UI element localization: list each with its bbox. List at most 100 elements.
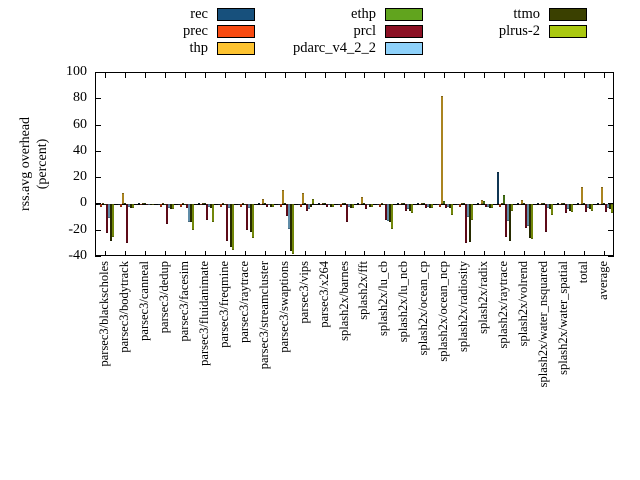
bar-ethp	[483, 201, 485, 204]
bar-ttmo	[429, 204, 431, 208]
x-tick-label: splash2x/radix	[476, 261, 490, 334]
x-tick-label: total	[576, 261, 590, 284]
bar-plrus-2	[252, 204, 254, 238]
bar-pdarc_v4_2_2	[607, 204, 609, 208]
bar-rec	[577, 203, 579, 204]
bar-prcl	[266, 204, 268, 207]
bar-prec	[240, 204, 242, 207]
legend-column: rec prec thp	[60, 6, 255, 57]
bar-pdarc_v4_2_2	[328, 204, 330, 205]
x-tick-mark	[245, 73, 246, 78]
x-tick-label: splash2x/ocean_cp	[416, 261, 430, 356]
legend-entry-pdarc_v4_2_2: pdarc_v4_2_2	[228, 40, 423, 57]
bar-prec	[140, 204, 142, 205]
x-tick-mark	[265, 73, 266, 78]
bar-prcl	[445, 204, 447, 208]
bar-pdarc_v4_2_2	[188, 204, 190, 222]
bar-prcl	[425, 204, 427, 208]
bar-prcl	[485, 204, 487, 207]
bar-ethp	[423, 203, 425, 204]
legend-column: ethp prcl pdarc_v4_2_2	[228, 6, 423, 57]
bar-plrus-2	[511, 204, 513, 211]
bar-rec	[397, 203, 399, 204]
bar-plrus-2	[312, 199, 314, 204]
x-tick-mark	[504, 251, 505, 256]
legend-label: prcl	[353, 23, 376, 39]
x-tick-label: parsec3/vips	[297, 261, 311, 324]
bar-pdarc_v4_2_2	[348, 204, 350, 207]
y-tick-label: 60	[73, 117, 87, 132]
legend-swatch	[217, 42, 255, 55]
bar-ttmo	[569, 204, 571, 211]
bar-prec	[260, 204, 262, 205]
legend-swatch	[549, 25, 587, 38]
bar-rec	[138, 203, 140, 204]
bar-ttmo	[290, 204, 292, 251]
bar-rec	[98, 204, 100, 205]
bar-plrus-2	[332, 204, 334, 207]
x-tick-mark	[185, 251, 186, 256]
x-tick-mark	[604, 251, 605, 256]
y-tick-label: 100	[66, 64, 87, 79]
x-tick-mark	[444, 73, 445, 78]
bar-thp	[521, 200, 523, 204]
bar-ethp	[164, 204, 166, 205]
y-tick-mark	[95, 125, 101, 126]
bar-thp	[481, 200, 483, 204]
legend-column: ttmo plrus-2	[392, 6, 587, 40]
bar-thp	[182, 203, 184, 204]
x-tick-mark	[484, 73, 485, 78]
y-tick-mark	[608, 203, 614, 204]
bar-ethp	[104, 204, 106, 205]
x-tick-label: parsec3/canneal	[137, 261, 151, 341]
bar-plrus-2	[232, 204, 234, 250]
bar-ethp	[304, 203, 306, 204]
x-tick-mark	[584, 251, 585, 256]
bar-thp	[162, 203, 164, 204]
x-tick-label: parsec3/freqmine	[217, 261, 231, 348]
bar-prec	[499, 204, 501, 207]
bar-ethp	[124, 203, 126, 204]
bar-prcl	[306, 204, 308, 211]
x-tick-mark	[345, 251, 346, 256]
bar-rec	[338, 204, 340, 205]
bar-pdarc_v4_2_2	[148, 204, 150, 205]
bar-thp	[242, 203, 244, 204]
bar-plrus-2	[411, 204, 413, 213]
bar-thp	[122, 193, 124, 204]
bar-ethp	[363, 203, 365, 204]
legend-label: pdarc_v4_2_2	[293, 40, 376, 56]
bar-thp	[302, 193, 304, 204]
bar-thp	[561, 203, 563, 204]
legend-label: prec	[183, 23, 208, 39]
bar-prec	[419, 204, 421, 205]
bar-thp	[202, 203, 204, 204]
bar-thp	[401, 203, 403, 204]
bar-ethp	[144, 203, 146, 204]
y-tick-mark	[95, 177, 101, 178]
bar-prec	[180, 204, 182, 207]
bar-thp	[581, 187, 583, 204]
bar-ethp	[184, 204, 186, 205]
bar-prcl	[166, 204, 168, 224]
bar-thp	[541, 203, 543, 204]
bar-prcl	[585, 204, 587, 212]
x-tick-mark	[564, 251, 565, 256]
bar-plrus-2	[551, 204, 553, 215]
legend-swatch	[217, 25, 255, 38]
bar-ttmo	[609, 204, 611, 209]
bar-ttmo	[509, 204, 511, 241]
bar-rec	[497, 172, 499, 204]
x-tick-label: splash2x/volrend	[516, 261, 530, 347]
x-tick-mark	[205, 251, 206, 256]
bar-pdarc_v4_2_2	[527, 204, 529, 226]
y-tick-mark	[95, 203, 101, 204]
bar-pdarc_v4_2_2	[288, 204, 290, 229]
x-tick-label: parsec3/x264	[317, 261, 331, 328]
bar-rec	[557, 203, 559, 204]
bar-prcl	[186, 204, 188, 208]
bar-ttmo	[110, 204, 112, 241]
bar-rec	[537, 203, 539, 204]
bar-ethp	[503, 195, 505, 204]
